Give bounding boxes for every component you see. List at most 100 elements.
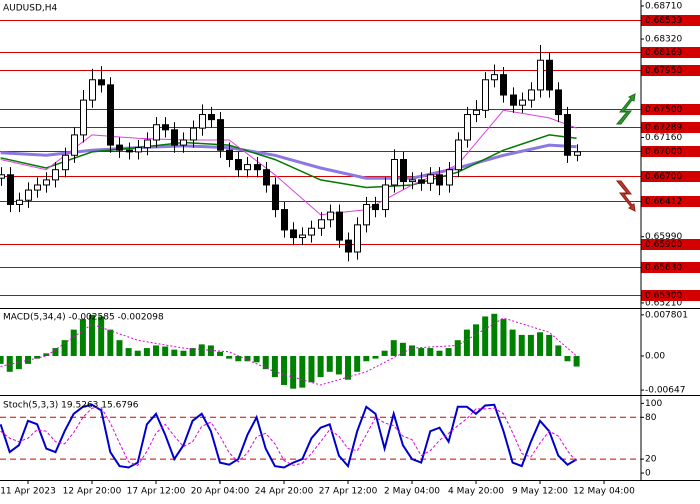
level-label: 0.65900 (645, 240, 682, 250)
level-label: 0.67289 (645, 123, 682, 133)
macd-bar (427, 348, 434, 356)
candle-body (7, 174, 14, 205)
level-label-bg (641, 239, 700, 250)
level-label-bg (641, 122, 700, 133)
candle-body (62, 154, 69, 171)
macd-bar (125, 348, 132, 356)
level-label: 0.68539 (645, 16, 682, 26)
macd-bar (308, 355, 315, 383)
level-label: 0.67000 (645, 147, 682, 157)
level-label-bg (641, 196, 700, 207)
candle-body (564, 114, 571, 156)
macd-bar (107, 329, 114, 356)
candle-body (409, 179, 416, 183)
candle-body (16, 199, 23, 205)
macd-bar (244, 355, 251, 362)
candle-body (308, 227, 315, 236)
candle-body (217, 119, 224, 151)
x-tick-label: 2 May 04:00 (384, 487, 440, 497)
macd-bar (171, 349, 178, 356)
macd-bar (290, 355, 297, 389)
candle-body (162, 124, 169, 131)
up-arrow-icon (615, 93, 636, 125)
macd-bar (473, 324, 480, 356)
level-label-bg (641, 290, 700, 301)
macd-bar (89, 314, 96, 356)
macd-bar (0, 355, 4, 364)
candle-body (71, 134, 78, 156)
candle-body (354, 224, 361, 253)
macd-bar (299, 355, 306, 388)
x-tick-label: 11 Apr 2023 (0, 487, 56, 497)
macd-bar (372, 355, 379, 359)
candle-body (43, 179, 50, 186)
candle-body (574, 151, 581, 156)
candle-body (436, 174, 443, 186)
candle-body (171, 129, 178, 146)
candle-body (290, 229, 297, 239)
macd-bar (326, 355, 333, 372)
candle-body (116, 144, 123, 151)
stoch-line (0, 406, 577, 467)
candle-body (318, 219, 325, 229)
macd-bar (399, 342, 406, 356)
macd-bar (52, 348, 59, 356)
level-label-bg (641, 15, 700, 26)
macd-bar (153, 345, 160, 356)
macd-bar (390, 340, 397, 356)
candle-body (226, 149, 233, 161)
macd-bar (418, 348, 425, 356)
x-tick-label: 17 Apr 12:00 (127, 487, 186, 497)
y-tick-label: 0.007801 (645, 310, 688, 320)
level-label: 0.65630 (645, 263, 682, 273)
candle-body (244, 164, 251, 171)
candle-body (34, 184, 41, 191)
macd-bar (409, 345, 416, 356)
moving-average (0, 134, 577, 189)
x-tick-label: 9 May 12:00 (512, 487, 568, 497)
candle-body (199, 114, 206, 129)
candle-body (190, 127, 197, 141)
candle-body (418, 179, 425, 184)
candle-body (235, 159, 242, 171)
x-tick-label: 12 Apr 20:00 (63, 487, 122, 497)
macd-bar (363, 355, 370, 362)
candle-body (555, 89, 562, 116)
candle-body (135, 147, 142, 153)
macd-bar (555, 345, 562, 356)
panel-title: Stoch(5,3,3) 19.5263 15.6796 (3, 401, 139, 411)
macd-bar (180, 350, 187, 356)
macd-bar (143, 348, 150, 356)
macd-bar (34, 355, 41, 359)
macd-bar (527, 334, 534, 356)
y-tick-label: 0.00 (645, 351, 665, 361)
macd-bar (281, 355, 288, 385)
candle-body (500, 74, 507, 96)
y-tick-label: 20 (645, 455, 657, 465)
candle-body (263, 169, 270, 186)
level-label-bg (641, 47, 700, 58)
macd-bar (116, 340, 123, 356)
macd-bar (537, 332, 544, 356)
level-label-bg (641, 146, 700, 157)
candle-body (400, 159, 407, 183)
y-tick-label: 0.68320 (645, 35, 682, 45)
candle-body (153, 124, 160, 141)
macd-bar (436, 350, 443, 356)
macd-bar (335, 355, 342, 375)
macd-bar (15, 355, 22, 370)
macd-bar (226, 355, 233, 359)
macd-bar (70, 329, 77, 356)
signal-line (0, 317, 577, 386)
candle-body (89, 79, 96, 101)
level-label-bg (641, 262, 700, 273)
macd-bar (354, 355, 361, 372)
moving-average (0, 143, 577, 180)
macd-bar (317, 355, 324, 378)
macd-bar (345, 355, 352, 380)
x-tick-label: 12 May 04:00 (573, 487, 635, 497)
macd-bar (43, 353, 50, 356)
x-tick-label: 4 May 20:00 (448, 487, 504, 497)
